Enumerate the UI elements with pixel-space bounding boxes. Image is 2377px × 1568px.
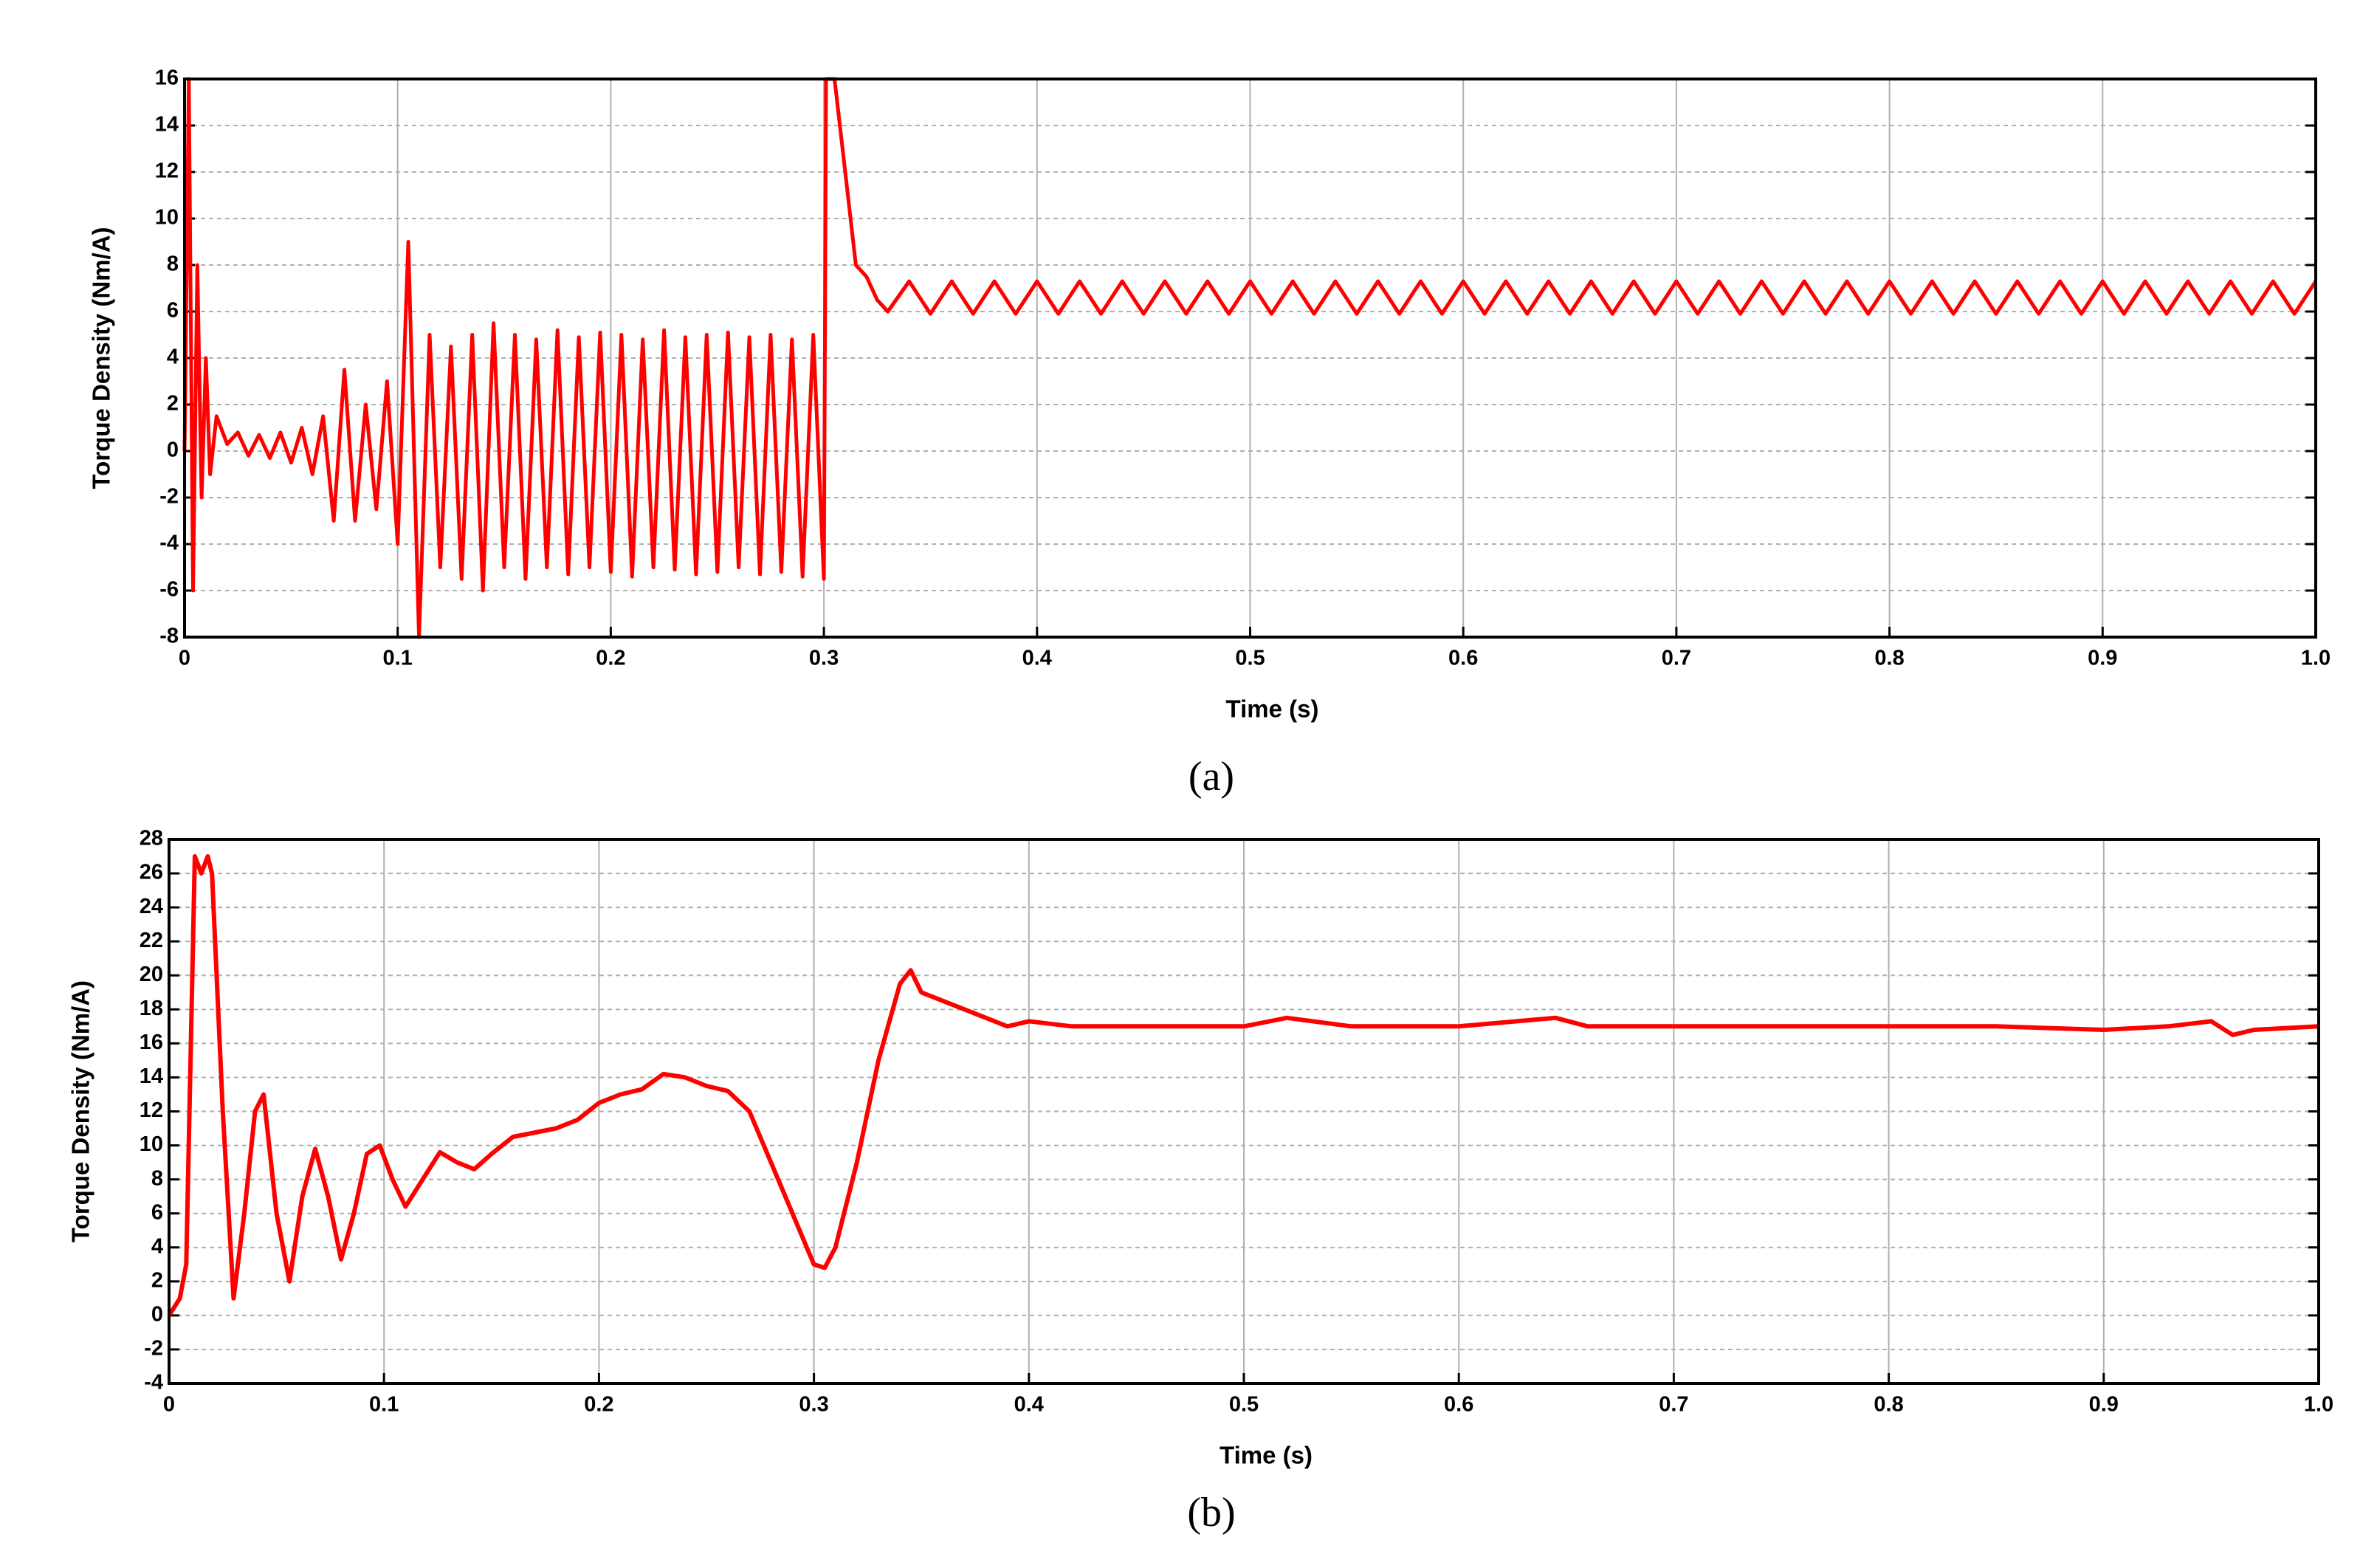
y-tick-label: 16 (155, 66, 179, 90)
x-tick-label: 0.6 (1448, 647, 1478, 670)
y-tick-label: -4 (159, 532, 179, 555)
y-axis-label: Torque Density (Nm/A) (67, 980, 94, 1242)
data-line (182, 77, 2318, 639)
y-tick-label: 12 (140, 1098, 163, 1122)
x-tick-label: 0.2 (596, 647, 625, 670)
x-tick-label: 0.1 (369, 1393, 399, 1417)
caption: (b) (1187, 1490, 1235, 1536)
x-tick-label: 0.2 (584, 1393, 613, 1417)
x-tick-label: 0.4 (1014, 1393, 1044, 1417)
x-tick-label: 0.9 (2088, 647, 2117, 670)
x-tick-label: 0.5 (1235, 647, 1265, 670)
plot-frame (168, 838, 2320, 1385)
y-tick-label: 6 (151, 1200, 163, 1224)
y-tick-label: 18 (140, 997, 163, 1020)
y-tick-label: 4 (167, 345, 179, 369)
x-tick-label: 0.7 (1662, 647, 1691, 670)
y-tick-label: 14 (140, 1065, 163, 1088)
x-tick-label: 0 (163, 1393, 175, 1417)
x-tick-label: 0.4 (1022, 647, 1052, 670)
y-tick-label: 12 (155, 159, 179, 183)
y-tick-label: -4 (144, 1371, 163, 1395)
y-tick-label: 14 (155, 113, 179, 137)
y-tick-label: -8 (159, 625, 179, 648)
x-tick-label: 0.5 (1229, 1393, 1259, 1417)
y-tick-label: 8 (151, 1166, 163, 1190)
y-axis-label: Torque Density (Nm/A) (88, 227, 115, 489)
y-tick-label: 2 (151, 1268, 163, 1292)
x-tick-label: 0.1 (383, 647, 413, 670)
caption: (a) (1188, 754, 1234, 800)
y-tick-label: -2 (144, 1337, 163, 1361)
x-axis-label: Time (s) (1226, 695, 1319, 723)
y-tick-label: -2 (159, 485, 179, 509)
x-tick-label: 0 (179, 647, 190, 670)
x-tick-label: 0.6 (1444, 1393, 1473, 1417)
y-tick-label: 8 (167, 252, 179, 276)
x-tick-label: 1.0 (2301, 647, 2330, 670)
x-tick-label: 0.3 (809, 647, 839, 670)
x-tick-label: 0.7 (1659, 1393, 1688, 1417)
x-axis-label: Time (s) (1220, 1442, 1313, 1469)
y-tick-label: 0 (151, 1303, 163, 1327)
x-tick-label: 0.8 (1874, 647, 1904, 670)
y-tick-label: 16 (140, 1031, 163, 1054)
y-tick-label: 20 (140, 963, 163, 986)
y-tick-label: 4 (151, 1234, 163, 1258)
y-tick-label: -6 (159, 578, 179, 602)
y-tick-label: 26 (140, 861, 163, 884)
y-tick-label: 6 (167, 299, 179, 323)
y-tick-label: 10 (140, 1132, 163, 1156)
y-tick-label: 22 (140, 929, 163, 952)
y-tick-label: 10 (155, 206, 179, 230)
x-tick-label: 1.0 (2304, 1393, 2333, 1417)
data-line (167, 854, 2319, 1317)
y-tick-label: 0 (167, 439, 179, 462)
x-tick-label: 0.8 (1874, 1393, 1903, 1417)
y-tick-label: 28 (140, 827, 163, 850)
x-tick-label: 0.9 (2089, 1393, 2119, 1417)
x-tick-label: 0.3 (799, 1393, 828, 1417)
y-tick-label: 24 (140, 895, 163, 918)
plot-frame (183, 78, 2317, 639)
y-tick-label: 2 (167, 392, 179, 416)
